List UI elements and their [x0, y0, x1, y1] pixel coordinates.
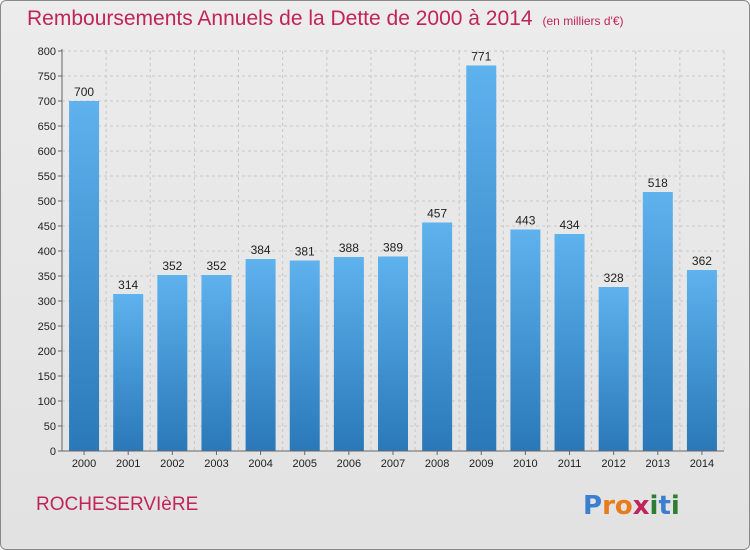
logo-letter: i	[649, 491, 659, 521]
y-tick-label: 450	[38, 221, 56, 233]
city-name: ROCHESERVIèRE	[36, 494, 199, 515]
bar	[642, 192, 673, 451]
x-tick-label: 2013	[646, 458, 670, 470]
bar	[598, 287, 629, 451]
chart-title: Remboursements Annuels de la Dette de 20…	[27, 7, 624, 31]
x-tick-label: 2004	[248, 458, 272, 470]
y-tick-label: 150	[38, 371, 56, 383]
x-tick-label: 2003	[204, 458, 228, 470]
x-tick-label: 2002	[160, 458, 184, 470]
logo-letter: P	[583, 491, 603, 521]
bar	[686, 270, 717, 451]
value-label: 352	[162, 259, 182, 273]
x-tick-label: 2010	[513, 458, 537, 470]
title-text: Remboursements Annuels de la Dette de 20…	[27, 7, 533, 30]
y-tick-label: 50	[44, 421, 56, 433]
logo-letter: i	[670, 491, 680, 521]
proxiti-logo: Proxiti	[583, 491, 680, 521]
logo-letter: r	[602, 491, 615, 521]
x-tick-label: 2000	[72, 458, 96, 470]
axes: 0 50 100 150 200 250 300 350 400 450 500 550 600 650 7…	[38, 46, 724, 470]
x-tick-label: 2001	[116, 458, 140, 470]
x-tick-label: 2005	[292, 458, 316, 470]
bar	[422, 222, 453, 451]
value-label: 384	[251, 243, 271, 257]
x-tick-label: 2009	[469, 458, 493, 470]
unit-label: (en milliers d'€)	[542, 14, 624, 28]
y-tick-label: 300	[38, 296, 56, 308]
value-label: 328	[604, 271, 624, 285]
logo-letter: t	[658, 491, 671, 521]
x-tick-label: 2012	[601, 458, 625, 470]
y-tick-label: 200	[38, 346, 56, 358]
bar	[333, 257, 364, 451]
logo-letter: x	[632, 491, 650, 521]
x-tick-label: 2011	[558, 458, 582, 470]
y-tick-label: 650	[38, 121, 56, 133]
value-label: 771	[471, 50, 491, 64]
y-tick-label: 0	[50, 446, 56, 458]
y-tick-label: 400	[38, 246, 56, 258]
bar	[289, 260, 320, 451]
bar	[69, 101, 100, 451]
bar	[113, 294, 144, 451]
value-label: 434	[560, 218, 580, 232]
value-label: 362	[692, 254, 712, 268]
value-label: 381	[295, 245, 315, 259]
y-tick-label: 250	[38, 321, 56, 333]
value-label: 314	[118, 278, 138, 292]
x-tick-label: 2006	[337, 458, 361, 470]
bar	[201, 275, 232, 451]
y-tick-label: 350	[38, 271, 56, 283]
x-tick-label: 2007	[381, 458, 405, 470]
bar	[510, 229, 541, 451]
logo-letter: o	[614, 491, 633, 521]
value-label: 518	[648, 176, 668, 190]
y-tick-label: 750	[38, 71, 56, 83]
value-label: 443	[515, 214, 535, 228]
y-tick-label: 100	[38, 396, 56, 408]
bar	[466, 65, 497, 451]
y-tick-label: 600	[38, 146, 56, 158]
value-label: 389	[383, 241, 403, 255]
bar	[157, 275, 188, 451]
value-label: 352	[206, 259, 226, 273]
x-tick-label: 2008	[425, 458, 449, 470]
bars: 700 314 352 352 384 381 388 389 457 771 443 434 328 5…	[69, 50, 717, 451]
y-tick-label: 800	[38, 46, 56, 58]
value-label: 700	[74, 85, 94, 99]
y-tick-label: 500	[38, 196, 56, 208]
x-tick-label: 2014	[690, 458, 714, 470]
value-label: 388	[339, 241, 359, 255]
y-tick-label: 700	[38, 96, 56, 108]
y-tick-label: 550	[38, 171, 56, 183]
value-label: 457	[427, 207, 447, 221]
bar	[245, 259, 276, 451]
bar	[378, 256, 408, 451]
bar	[554, 234, 585, 451]
